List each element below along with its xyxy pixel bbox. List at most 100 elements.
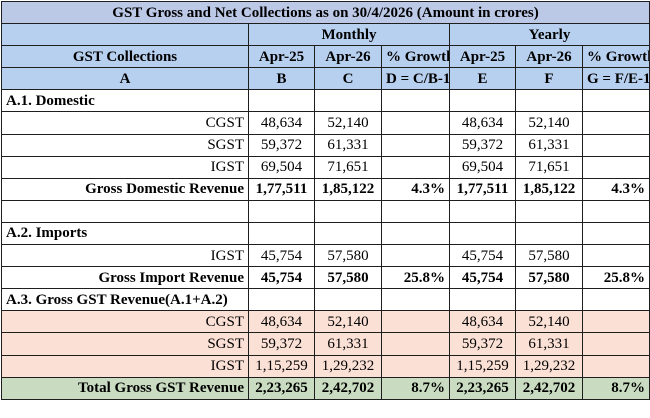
cell-g <box>582 133 650 157</box>
empty-cell <box>314 199 382 223</box>
cell-b: 1,15,259 <box>248 354 315 378</box>
cell-e: 1,77,511 <box>449 177 516 201</box>
cell-b: 59,372 <box>248 332 315 356</box>
column-header-row: GST Collections Apr-25 Apr-26 % Growth A… <box>1 45 650 69</box>
empty-cell <box>515 221 583 246</box>
empty-cell <box>248 221 315 246</box>
monthly-growth-header: % Growth <box>381 45 450 69</box>
cell-c: 57,580 <box>314 266 382 290</box>
yearly-group-header: Yearly <box>449 23 650 47</box>
cell-b: 48,634 <box>248 310 315 334</box>
cell-g <box>582 354 650 378</box>
empty-cell <box>582 288 650 312</box>
column-letter-c: C <box>314 67 382 91</box>
section-label-imports: A.2. Imports <box>1 221 249 246</box>
row-label: Gross Import Revenue <box>1 266 249 290</box>
cell-f: 52,140 <box>515 310 583 334</box>
empty-cell <box>381 199 450 223</box>
cell-g <box>582 155 650 179</box>
empty-cell <box>381 288 450 312</box>
blank-header-cell <box>1 23 249 47</box>
cell-b: 48,634 <box>248 111 315 135</box>
cell-c: 1,85,122 <box>314 177 382 201</box>
cell-f: 57,580 <box>515 266 583 290</box>
empty-cell <box>582 221 650 246</box>
table-row-domestic-cgst: CGST 48,634 52,140 48,634 52,140 <box>1 111 650 135</box>
empty-cell <box>381 89 450 113</box>
cell-f: 61,331 <box>515 133 583 157</box>
row-label: IGST <box>1 244 249 268</box>
empty-cell <box>248 89 315 113</box>
cell-d: 8.7% <box>381 376 450 400</box>
cell-e: 1,15,259 <box>449 354 516 378</box>
cell-d <box>381 310 450 334</box>
empty-cell <box>248 199 315 223</box>
column-letter-a: A <box>1 67 249 91</box>
cell-c: 57,580 <box>314 244 382 268</box>
table-row-gross-igst: IGST 1,15,259 1,29,232 1,15,259 1,29,232 <box>1 354 650 378</box>
cell-f: 57,580 <box>515 244 583 268</box>
row-label: CGST <box>1 111 249 135</box>
spacer-row <box>1 199 650 223</box>
row-label: CGST <box>1 310 249 334</box>
empty-cell <box>582 89 650 113</box>
cell-e: 45,754 <box>449 244 516 268</box>
row-label: Total Gross GST Revenue <box>1 376 249 400</box>
cell-f: 1,29,232 <box>515 354 583 378</box>
cell-f: 71,651 <box>515 155 583 179</box>
yearly-growth-header: % Growth <box>582 45 650 69</box>
cell-b: 45,754 <box>248 266 315 290</box>
row-label: IGST <box>1 155 249 179</box>
cell-c: 61,331 <box>314 133 382 157</box>
empty-cell <box>1 199 249 223</box>
yearly-prev-header: Apr-25 <box>449 45 516 69</box>
cell-g <box>582 111 650 135</box>
monthly-group-header: Monthly <box>248 23 450 47</box>
cell-c: 52,140 <box>314 111 382 135</box>
empty-cell <box>582 199 650 223</box>
cell-c: 61,331 <box>314 332 382 356</box>
group-header-row: Monthly Yearly <box>1 23 650 47</box>
cell-g: 8.7% <box>582 376 650 400</box>
table-row-gross-sgst: SGST 59,372 61,331 59,372 61,331 <box>1 332 650 356</box>
row-label: SGST <box>1 133 249 157</box>
table-row-domestic-sgst: SGST 59,372 61,331 59,372 61,331 <box>1 133 650 157</box>
table-row-gross-cgst: CGST 48,634 52,140 48,634 52,140 <box>1 310 650 334</box>
column-letter-g: G = F/E-1 <box>582 67 650 91</box>
cell-g <box>582 310 650 334</box>
column-letter-d: D = C/B-1 <box>381 67 450 91</box>
monthly-prev-header: Apr-25 <box>248 45 315 69</box>
empty-cell <box>449 288 516 312</box>
cell-b: 69,504 <box>248 155 315 179</box>
empty-cell <box>314 89 382 113</box>
cell-g: 25.8% <box>582 266 650 290</box>
cell-d: 25.8% <box>381 266 450 290</box>
gst-collections-table: GST Gross and Net Collections as on 30/4… <box>1 0 650 400</box>
row-label: SGST <box>1 332 249 356</box>
section-row-imports: A.2. Imports <box>1 221 650 246</box>
table-row-gross-import-revenue: Gross Import Revenue 45,754 57,580 25.8%… <box>1 266 650 290</box>
table-row-total-gross-gst-revenue: Total Gross GST Revenue 2,23,265 2,42,70… <box>1 376 650 400</box>
cell-b: 59,372 <box>248 133 315 157</box>
row-label: Gross Domestic Revenue <box>1 177 249 201</box>
empty-cell <box>449 89 516 113</box>
cell-d <box>381 111 450 135</box>
cell-d <box>381 354 450 378</box>
column-letter-row: A B C D = C/B-1 E F G = F/E-1 <box>1 67 650 91</box>
empty-cell <box>449 221 516 246</box>
cell-b: 2,23,265 <box>248 376 315 400</box>
section-label-gross: A.3. Gross GST Revenue(A.1+A.2) <box>1 288 249 312</box>
table-row-imports-igst: IGST 45,754 57,580 45,754 57,580 <box>1 244 650 268</box>
empty-cell <box>515 288 583 312</box>
section-row-gross: A.3. Gross GST Revenue(A.1+A.2) <box>1 288 650 312</box>
empty-cell <box>248 288 315 312</box>
empty-cell <box>314 221 382 246</box>
cell-d <box>381 244 450 268</box>
table-row-gross-domestic-revenue: Gross Domestic Revenue 1,77,511 1,85,122… <box>1 177 650 201</box>
table-row-domestic-igst: IGST 69,504 71,651 69,504 71,651 <box>1 155 650 179</box>
column-letter-e: E <box>449 67 516 91</box>
empty-cell <box>515 89 583 113</box>
cell-e: 2,23,265 <box>449 376 516 400</box>
cell-f: 52,140 <box>515 111 583 135</box>
